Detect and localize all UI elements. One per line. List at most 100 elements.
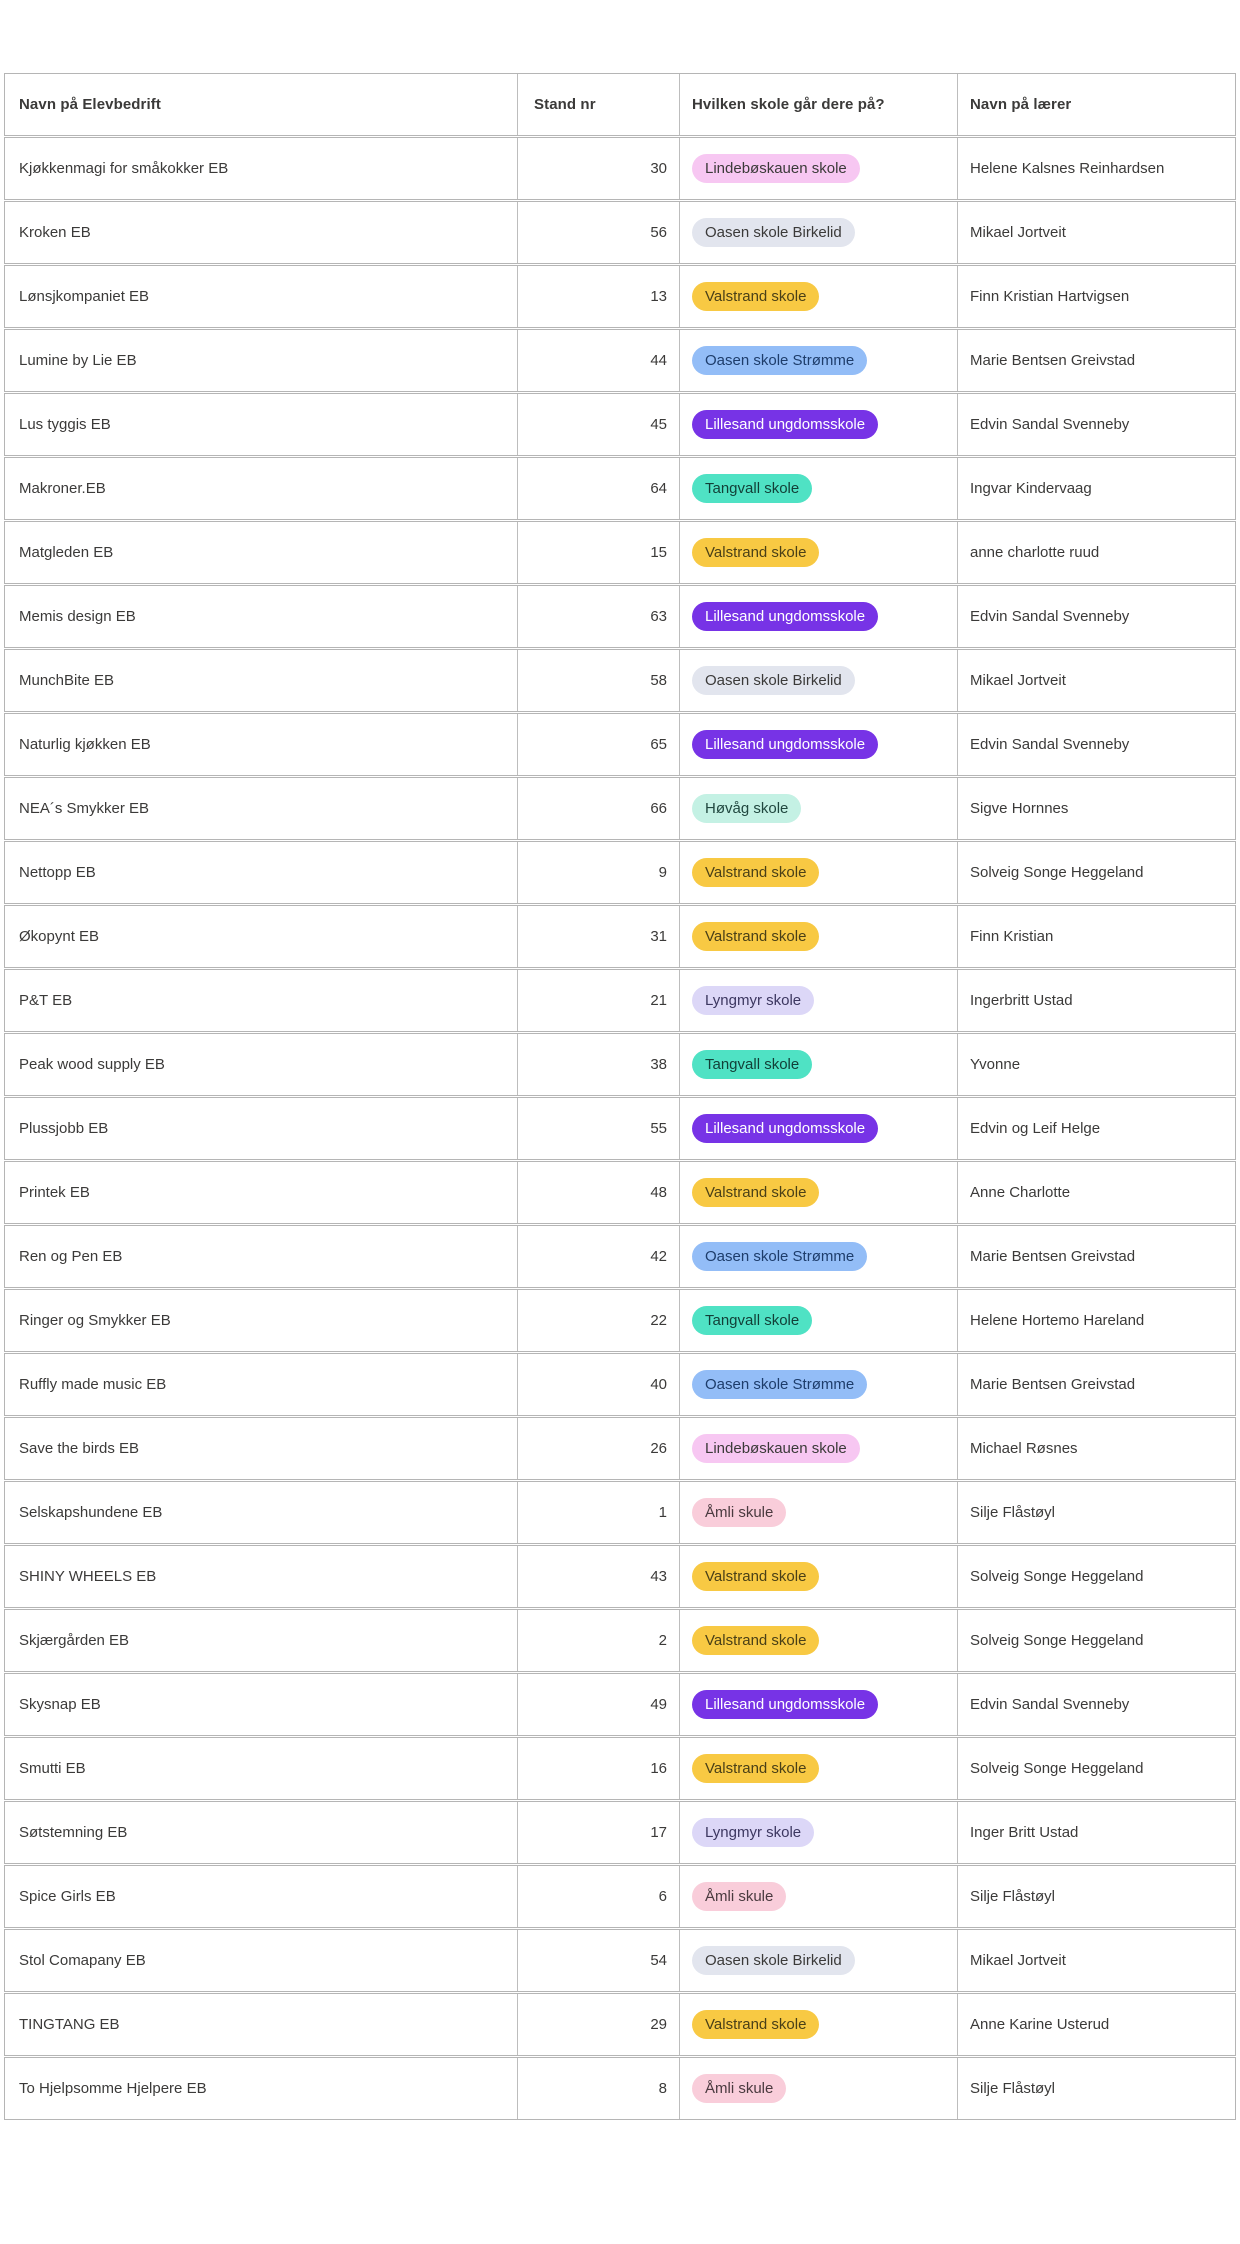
cell-stand-nr: 22 <box>517 1290 679 1351</box>
cell-school: Lyngmyr skole <box>679 970 957 1031</box>
cell-company-name: Kjøkkenmagi for småkokker EB <box>19 160 229 177</box>
school-badge: Valstrand skole <box>692 922 820 951</box>
cell-teacher-name: Ingvar Kindervaag <box>957 458 1235 519</box>
cell-stand-nr: 63 <box>517 586 679 647</box>
cell-company-name: Makroner.EB <box>19 480 106 497</box>
school-badge: Lillesand ungdomsskole <box>692 1690 879 1719</box>
table-row[interactable]: Makroner.EB 64 Tangvall skole Ingvar Kin… <box>4 457 1236 520</box>
cell-stand-nr: 45 <box>517 394 679 455</box>
table-row[interactable]: Ren og Pen EB 42 Oasen skole Strømme Mar… <box>4 1225 1236 1288</box>
table-row[interactable]: Smutti EB 16 Valstrand skole Solveig Son… <box>4 1737 1236 1800</box>
cell-company-name: Lønsjkompaniet EB <box>19 288 150 305</box>
school-badge: Oasen skole Birkelid <box>692 1946 855 1975</box>
table-row[interactable]: Printek EB 48 Valstrand skole Anne Charl… <box>4 1161 1236 1224</box>
table-row[interactable]: P&T EB 21 Lyngmyr skole Ingerbritt Ustad <box>4 969 1236 1032</box>
table-row[interactable]: MunchBite EB 58 Oasen skole Birkelid Mik… <box>4 649 1236 712</box>
cell-teacher-name: Silje Flåstøyl <box>957 2058 1235 2119</box>
cell-stand-nr: 65 <box>517 714 679 775</box>
school-badge: Valstrand skole <box>692 1626 820 1655</box>
column-header-navn-pa-laerer[interactable]: Navn på lærer <box>957 74 1235 135</box>
table-row[interactable]: Ruffly made music EB 40 Oasen skole Strø… <box>4 1353 1236 1416</box>
cell-school: Valstrand skole <box>679 906 957 967</box>
cell-teacher-name: Solveig Songe Heggeland <box>957 1610 1235 1671</box>
table-row[interactable]: Søtstemning EB 17 Lyngmyr skole Inger Br… <box>4 1801 1236 1864</box>
table-row[interactable]: Stol Comapany EB 54 Oasen skole Birkelid… <box>4 1929 1236 1992</box>
cell-stand-nr: 13 <box>517 266 679 327</box>
table-row[interactable]: Økopynt EB 31 Valstrand skole Finn Krist… <box>4 905 1236 968</box>
table-row[interactable]: Lus tyggis EB 45 Lillesand ungdomsskole … <box>4 393 1236 456</box>
cell-school: Valstrand skole <box>679 266 957 327</box>
school-badge: Oasen skole Birkelid <box>692 218 855 247</box>
school-badge: Oasen skole Strømme <box>692 1370 868 1399</box>
table-row[interactable]: Skjærgården EB 2 Valstrand skole Solveig… <box>4 1609 1236 1672</box>
school-badge: Valstrand skole <box>692 1754 820 1783</box>
cell-school: Lillesand ungdomsskole <box>679 714 957 775</box>
column-header-navn-pa-elevbedrift[interactable]: Navn på Elevbedrift <box>19 96 161 113</box>
cell-company-name: Skysnap EB <box>19 1696 101 1713</box>
cell-company-name: MunchBite EB <box>19 672 115 689</box>
cell-stand-nr: 31 <box>517 906 679 967</box>
cell-school: Valstrand skole <box>679 842 957 903</box>
table-row[interactable]: TINGTANG EB 29 Valstrand skole Anne Kari… <box>4 1993 1236 2056</box>
cell-company-name: P&T EB <box>19 992 73 1009</box>
cell-stand-nr: 43 <box>517 1546 679 1607</box>
cell-company-name: Stol Comapany EB <box>19 1952 146 1969</box>
cell-stand-nr: 55 <box>517 1098 679 1159</box>
table-row[interactable]: Plussjobb EB 55 Lillesand ungdomsskole E… <box>4 1097 1236 1160</box>
table-row[interactable]: Kroken EB 56 Oasen skole Birkelid Mikael… <box>4 201 1236 264</box>
cell-school: Valstrand skole <box>679 1162 957 1223</box>
cell-school: Lindebøskauen skole <box>679 1418 957 1479</box>
table-row[interactable]: NEA´s Smykker EB 66 Høvåg skole Sigve Ho… <box>4 777 1236 840</box>
cell-stand-nr: 17 <box>517 1802 679 1863</box>
cell-company-name: Plussjobb EB <box>19 1120 109 1137</box>
cell-school: Valstrand skole <box>679 1546 957 1607</box>
table-row[interactable]: Kjøkkenmagi for småkokker EB 30 Lindebøs… <box>4 137 1236 200</box>
cell-company-name: TINGTANG EB <box>19 2016 120 2033</box>
cell-stand-nr: 6 <box>517 1866 679 1927</box>
table-row[interactable]: SHINY WHEELS EB 43 Valstrand skole Solve… <box>4 1545 1236 1608</box>
school-badge: Åmli skule <box>692 1498 787 1527</box>
school-badge: Valstrand skole <box>692 1562 820 1591</box>
cell-teacher-name: Helene Hortemo Hareland <box>957 1290 1235 1351</box>
cell-teacher-name: Sigve Hornnes <box>957 778 1235 839</box>
cell-school: Lillesand ungdomsskole <box>679 1098 957 1159</box>
cell-teacher-name: Solveig Songe Heggeland <box>957 842 1235 903</box>
school-badge: Oasen skole Strømme <box>692 1242 868 1271</box>
cell-company-name: NEA´s Smykker EB <box>19 800 150 817</box>
cell-stand-nr: 54 <box>517 1930 679 1991</box>
cell-teacher-name: Ingerbritt Ustad <box>957 970 1235 1031</box>
table-row[interactable]: Lumine by Lie EB 44 Oasen skole Strømme … <box>4 329 1236 392</box>
school-badge: Valstrand skole <box>692 1178 820 1207</box>
cell-teacher-name: Marie Bentsen Greivstad <box>957 1226 1235 1287</box>
cell-school: Åmli skule <box>679 1866 957 1927</box>
table-row[interactable]: Selskapshundene EB 1 Åmli skule Silje Fl… <box>4 1481 1236 1544</box>
cell-stand-nr: 26 <box>517 1418 679 1479</box>
column-header-stand-nr[interactable]: Stand nr <box>517 74 679 135</box>
cell-stand-nr: 64 <box>517 458 679 519</box>
cell-school: Lyngmyr skole <box>679 1802 957 1863</box>
cell-stand-nr: 58 <box>517 650 679 711</box>
cell-company-name: Lus tyggis EB <box>19 416 111 433</box>
cell-stand-nr: 56 <box>517 202 679 263</box>
cell-school: Oasen skole Birkelid <box>679 650 957 711</box>
cell-school: Oasen skole Strømme <box>679 330 957 391</box>
table-row[interactable]: Memis design EB 63 Lillesand ungdomsskol… <box>4 585 1236 648</box>
table-row[interactable]: Matgleden EB 15 Valstrand skole anne cha… <box>4 521 1236 584</box>
table-row[interactable]: Nettopp EB 9 Valstrand skole Solveig Son… <box>4 841 1236 904</box>
cell-teacher-name: Helene Kalsnes Reinhardsen <box>957 138 1235 199</box>
table-row[interactable]: Naturlig kjøkken EB 65 Lillesand ungdoms… <box>4 713 1236 776</box>
table-row[interactable]: Peak wood supply EB 38 Tangvall skole Yv… <box>4 1033 1236 1096</box>
table-row[interactable]: Spice Girls EB 6 Åmli skule Silje Flåstø… <box>4 1865 1236 1928</box>
cell-school: Valstrand skole <box>679 522 957 583</box>
cell-teacher-name: Mikael Jortveit <box>957 202 1235 263</box>
cell-teacher-name: Edvin Sandal Svenneby <box>957 586 1235 647</box>
table-row[interactable]: Skysnap EB 49 Lillesand ungdomsskole Edv… <box>4 1673 1236 1736</box>
school-badge: Lillesand ungdomsskole <box>692 1114 879 1143</box>
table-row[interactable]: Lønsjkompaniet EB 13 Valstrand skole Fin… <box>4 265 1236 328</box>
table-row[interactable]: Save the birds EB 26 Lindebøskauen skole… <box>4 1417 1236 1480</box>
cell-company-name: Kroken EB <box>19 224 91 241</box>
table-row[interactable]: Ringer og Smykker EB 22 Tangvall skole H… <box>4 1289 1236 1352</box>
column-header-skole[interactable]: Hvilken skole går dere på? <box>679 74 957 135</box>
cell-company-name: Smutti EB <box>19 1760 86 1777</box>
table-row[interactable]: To Hjelpsomme Hjelpere EB 8 Åmli skule S… <box>4 2057 1236 2120</box>
